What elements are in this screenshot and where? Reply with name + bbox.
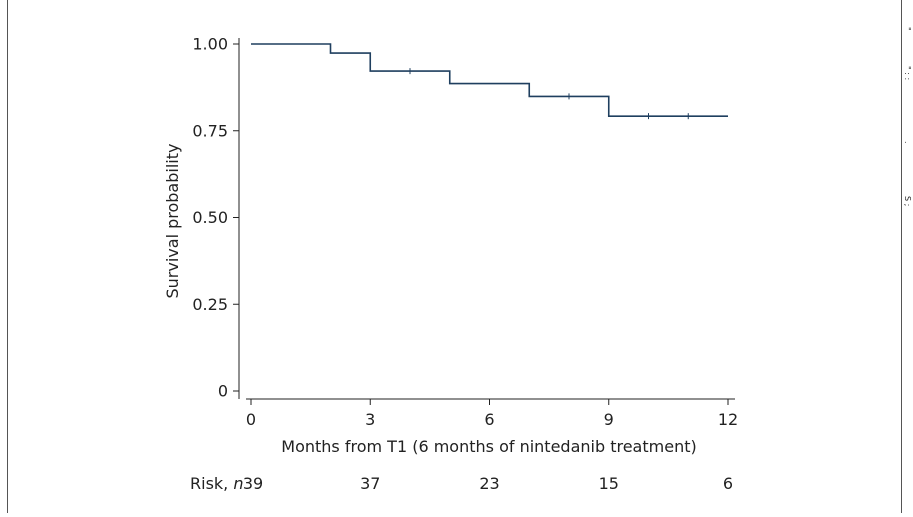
x-tick-label: 6 <box>484 410 494 429</box>
side-mark-text: " : : <box>903 66 912 80</box>
risk-value: 23 <box>479 474 499 493</box>
y-tick-label: 0 <box>218 382 228 401</box>
risk-value: 6 <box>723 474 733 493</box>
side-mark-text: S ; <box>903 196 912 206</box>
side-mark-text: . <box>903 141 912 144</box>
risk-value: 15 <box>599 474 619 493</box>
y-tick-label: 0.25 <box>192 295 228 314</box>
x-tick-label: 9 <box>604 410 614 429</box>
risk-table-label: Risk, n <box>190 474 243 493</box>
x-tick-label: 0 <box>246 410 256 429</box>
x-tick-label: 12 <box>718 410 738 429</box>
x-tick-label: 3 <box>365 410 375 429</box>
risk-label-n: n <box>233 474 243 493</box>
survival-step-line <box>251 43 728 117</box>
y-tick-label: 0.50 <box>192 208 228 227</box>
risk-label-text: Risk, <box>190 474 228 493</box>
x-axis-label: Months from T1 (6 months of nintedanib t… <box>281 437 696 456</box>
risk-value: 39 <box>243 474 263 493</box>
y-tick-label: 0.75 <box>192 121 228 140</box>
side-mark-text: " <box>903 27 912 31</box>
risk-value: 37 <box>360 474 380 493</box>
y-axis-label: Survival probability <box>163 144 182 299</box>
y-tick-label: 1.00 <box>192 35 228 54</box>
